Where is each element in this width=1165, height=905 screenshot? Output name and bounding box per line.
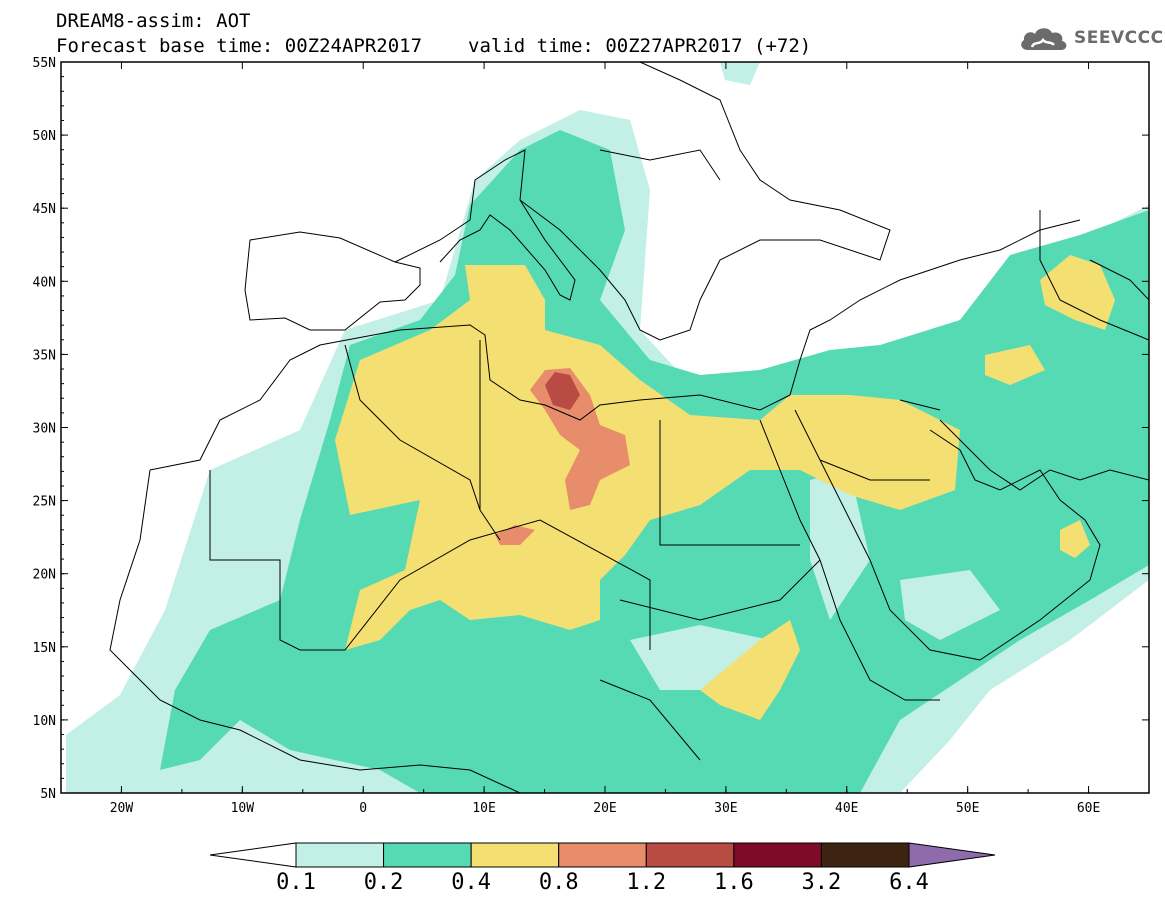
lat-label: 5N <box>40 787 56 802</box>
aot-cutout-2 <box>810 470 870 620</box>
colorbar-label: 0.1 <box>276 870 316 895</box>
axis-ticks <box>60 61 1150 794</box>
aot-colorbar <box>209 842 996 868</box>
colorbar-swatch <box>383 842 472 868</box>
aot-band-0.4-0.8-oman <box>1060 520 1090 558</box>
coastline-west-africa <box>109 469 521 793</box>
aot-band-0.4-0.8-iran <box>985 345 1045 385</box>
aot-cutout-3 <box>900 570 1000 640</box>
colorbar-label: 3.2 <box>801 870 842 895</box>
lat-label: 25N <box>33 495 56 510</box>
border-7 <box>599 149 1149 301</box>
lon-label: 50E <box>956 801 979 816</box>
valid-time-label: valid time: 00Z27APR2017 (+72) <box>468 35 812 57</box>
lat-label: 30N <box>33 422 56 437</box>
border-3 <box>344 344 481 511</box>
lon-label: 20W <box>110 801 134 816</box>
lat-label: 50N <box>33 129 56 144</box>
lat-label: 35N <box>33 348 56 363</box>
colorbar-label: 0.8 <box>538 870 579 895</box>
aot-band-1.2-1.6 <box>545 372 580 410</box>
map-title: DREAM8-assim: AOT <box>56 10 251 32</box>
colorbar-swatch-high <box>908 842 996 868</box>
colorbar-label: 1.6 <box>713 870 754 895</box>
coastline-iberia <box>244 231 421 331</box>
cloud-logo-icon <box>1021 28 1067 50</box>
coastlines <box>109 62 1149 793</box>
aot-band-0.4-0.8-east <box>1040 255 1115 330</box>
border-5 <box>819 399 941 481</box>
lon-label: 10E <box>472 801 495 816</box>
aot-band-0.4-0.8-sahel <box>700 620 800 720</box>
border-4 <box>599 559 821 761</box>
longitude-labels: 20W 10W 0 10E 20E 30E 40E 50E 60E <box>110 801 1101 816</box>
lon-label: 40E <box>835 801 858 816</box>
colorbar-swatch <box>645 842 735 868</box>
lat-label: 15N <box>33 641 56 656</box>
colorbar-swatch <box>558 842 647 868</box>
aot-shading <box>61 62 1149 793</box>
coastline-n-africa <box>149 324 791 471</box>
border-6 <box>1039 210 1149 341</box>
lat-label: 45N <box>33 202 56 217</box>
map-subtitle: Forecast base time: 00Z24APR2017 valid ti… <box>56 35 811 57</box>
logo-text: SEEVCCC <box>1074 28 1164 48</box>
lon-label: 20E <box>593 801 616 816</box>
coastline-arabia <box>929 429 1101 661</box>
aot-band-0.1-0.2-patch <box>720 62 760 85</box>
lon-label: 30E <box>714 801 737 816</box>
lon-label: 10W <box>231 801 255 816</box>
coastline-levant <box>789 219 1081 396</box>
coastline-persian-gulf <box>939 419 1149 491</box>
colorbar-label: 0.4 <box>451 870 492 895</box>
colorbar-swatch-low <box>209 842 297 868</box>
base-time-label: Forecast base time: 00Z24APR2017 <box>56 35 423 57</box>
aot-band-0.4-0.8 <box>335 265 960 650</box>
colorbar-swatch <box>470 842 560 868</box>
latitude-labels: 55N 50N 45N 40N 35N 30N 25N 20N 15N 10N 5N <box>33 56 56 802</box>
lat-label: 10N <box>33 714 56 729</box>
coastline-europe <box>394 149 576 301</box>
lat-label: 55N <box>33 56 56 71</box>
lat-label: 40N <box>33 275 56 290</box>
colorbar-swatch <box>820 842 910 868</box>
colorbar-swatch <box>295 842 385 868</box>
lon-label: 60E <box>1077 801 1100 816</box>
lon-label: 0 <box>359 801 367 816</box>
colorbar-label: 1.2 <box>626 870 667 895</box>
coastline-balkans <box>519 62 891 341</box>
seevccc-logo: SEEVCCC <box>1018 23 1164 53</box>
colorbar-swatch <box>733 842 822 868</box>
border-1 <box>209 470 651 651</box>
lat-label: 20N <box>33 568 56 583</box>
colorbar-label: 6.4 <box>889 870 929 895</box>
colorbar-label: 0.2 <box>363 870 404 895</box>
